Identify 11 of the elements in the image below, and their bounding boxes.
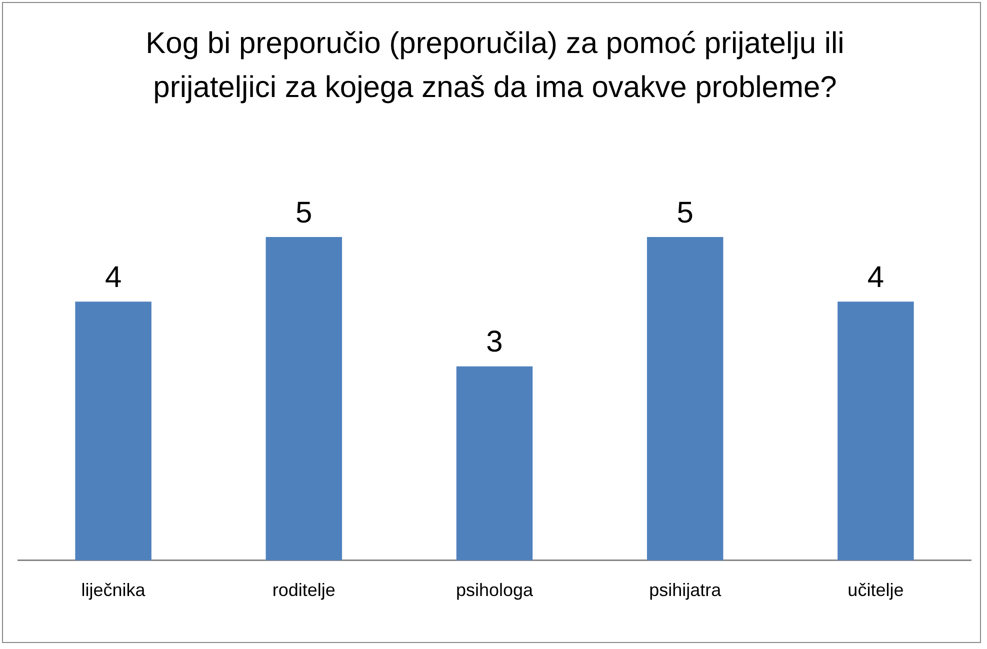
x-tick-label: učitelje [848, 580, 904, 600]
x-tick-label: psihologa [456, 580, 534, 600]
data-label: 4 [867, 260, 884, 294]
x-tick-label: roditelje [272, 580, 336, 600]
data-label: 3 [486, 326, 503, 359]
chart-title: Kog bi preporučio (preporučila) za pomoć prijatelju ili prijateljici za kojega znaš da ima ovakve probleme? [144, 26, 846, 106]
x-tick-label: psihijatra [649, 580, 722, 600]
data-label: 4 [104, 260, 122, 294]
data-label: 5 [296, 196, 312, 230]
x-tick-label: liječnika [81, 580, 146, 600]
data-label: 5 [676, 196, 694, 230]
